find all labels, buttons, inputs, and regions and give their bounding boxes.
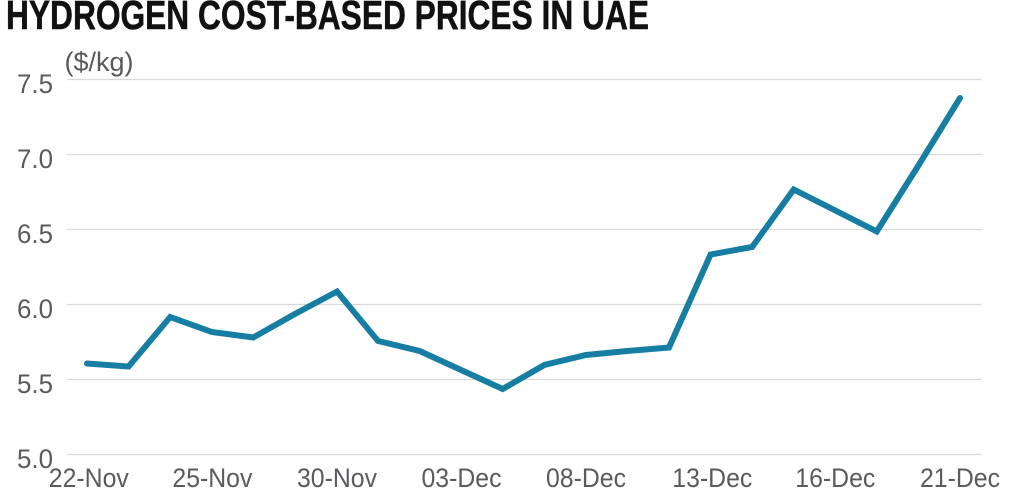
svg-text:13-Dec: 13-Dec: [672, 463, 752, 493]
svg-text:08-Dec: 08-Dec: [546, 463, 626, 493]
svg-text:6.5: 6.5: [17, 219, 53, 249]
svg-text:6.0: 6.0: [17, 294, 53, 324]
svg-text:21-Dec: 21-Dec: [920, 463, 1000, 493]
svg-text:25-Nov: 25-Nov: [172, 463, 252, 493]
svg-text:7.5: 7.5: [17, 69, 53, 99]
svg-text:16-Dec: 16-Dec: [795, 463, 875, 493]
svg-text:22-Nov: 22-Nov: [49, 463, 129, 493]
svg-text:5.5: 5.5: [17, 369, 53, 399]
svg-text:7.0: 7.0: [17, 144, 53, 174]
svg-text:HYDROGEN COST-BASED PRICES IN: HYDROGEN COST-BASED PRICES IN UAE: [6, 0, 649, 38]
svg-text:30-Nov: 30-Nov: [297, 463, 377, 493]
svg-text:03-Dec: 03-Dec: [422, 463, 502, 493]
svg-text:($/kg): ($/kg): [65, 47, 134, 77]
svg-text:5.0: 5.0: [17, 444, 53, 474]
